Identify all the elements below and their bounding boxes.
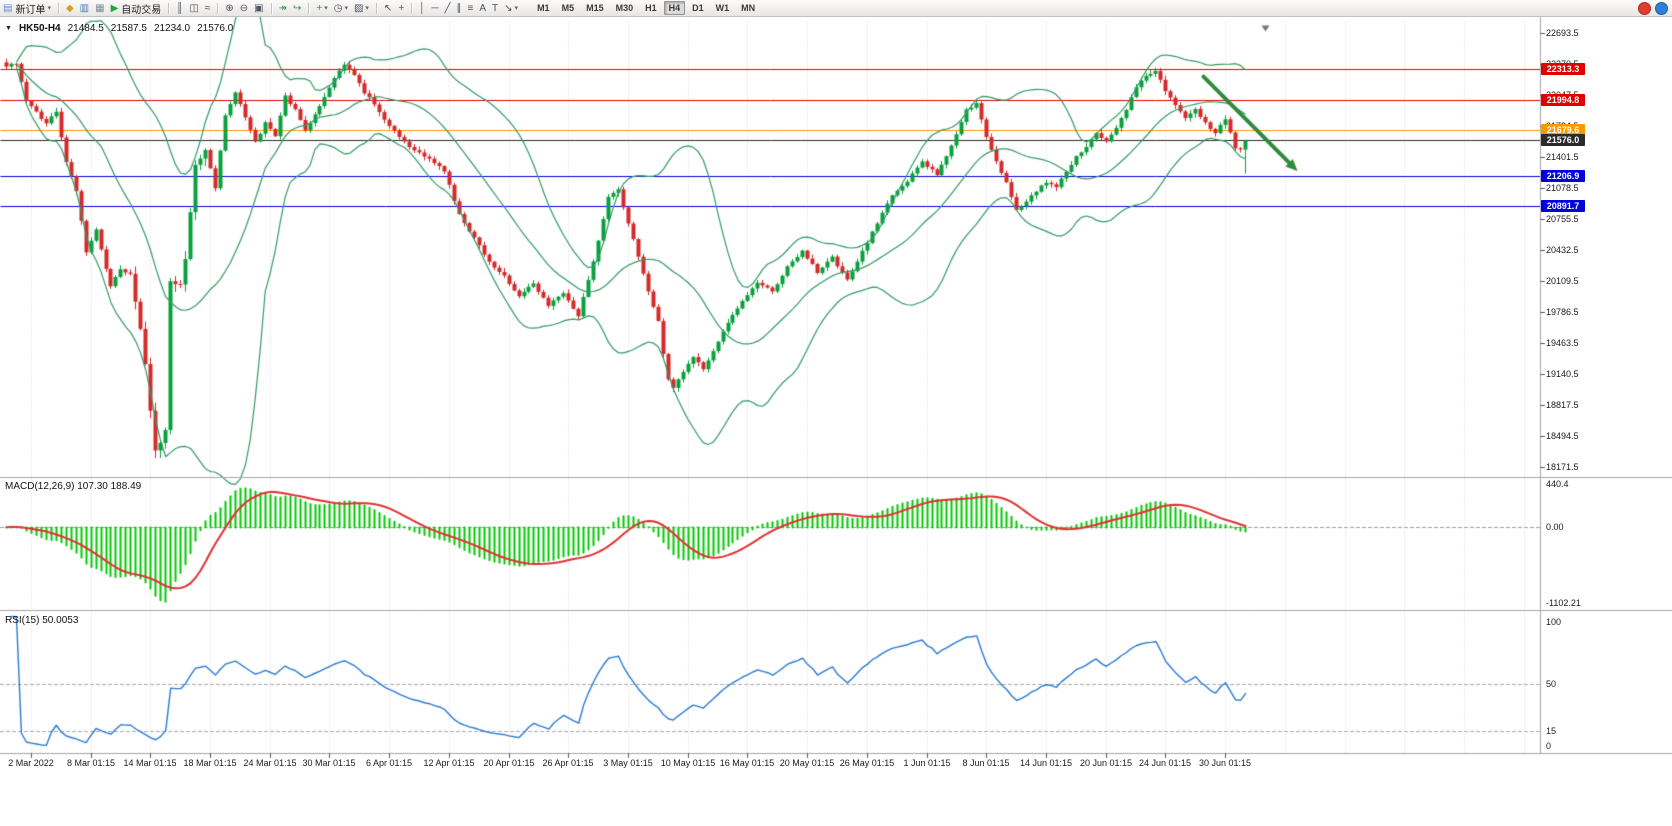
market-watch-icon: ▥ (79, 2, 90, 14)
auto-scroll-icon: ↠ (278, 2, 287, 14)
zoom-in-icon[interactable]: ⊕ (222, 1, 236, 16)
zoom-out-icon[interactable]: ⊖ (237, 1, 251, 16)
new-order-icon: ▤ (3, 2, 13, 14)
candlestick-chart-icon[interactable]: ◫ (186, 1, 201, 16)
vertical-line-icon[interactable]: │ (416, 1, 428, 16)
dropdown-caret-icon: ▾ (365, 5, 369, 12)
arrows-button: ↘ (504, 2, 513, 14)
new-order-label: 新订单 (15, 4, 46, 16)
community-badge-blue[interactable] (1655, 1, 1668, 15)
periods-button[interactable]: ◷ ▾ (331, 1, 351, 16)
high-value: 21587.5 (110, 23, 147, 34)
symbol-timeframe-label: HK50-H4 (18, 23, 61, 34)
chart-ohlc-header: ▼ HK50-H4 21484.5 21587.5 21234.0 21576.… (5, 23, 233, 34)
timeframe-toolbar: M1 M5 M15 M30 H1 H4 D1 W1 MN (531, 1, 761, 15)
horizontal-line-icon: ─ (431, 2, 439, 14)
toolbar-separator (168, 2, 170, 14)
charts-profile-icon[interactable]: ◆ (63, 1, 77, 16)
text-label-icon: T (492, 2, 499, 14)
tile-windows-icon: ▣ (254, 2, 264, 14)
equidistant-channel-icon: ∥ (456, 2, 462, 14)
zoom-out-icon: ⊖ (239, 2, 249, 14)
notification-badge-red[interactable] (1638, 1, 1651, 15)
auto-trading-label: 自动交易 (121, 4, 162, 16)
macd-indicator-label: MACD(12,26,9) 107.30 188.49 (5, 481, 142, 492)
timeframe-w1-button[interactable]: W1 (715, 3, 730, 13)
arrows-button[interactable]: ↘ ▾ (501, 1, 521, 16)
bar-chart-icon: ║ (176, 2, 184, 14)
toolbar-separator (57, 2, 59, 14)
trendline-icon: ╱ (444, 2, 451, 14)
toolbar-separator (375, 2, 377, 14)
indicators-button[interactable]: + ▾ (313, 1, 330, 16)
symbol-dropdown-icon[interactable]: ▼ (5, 25, 12, 32)
fibonacci-icon: ≡ (467, 2, 474, 14)
timeframe-mn-button[interactable]: MN (741, 3, 756, 13)
timeframe-m1-button[interactable]: M1 (537, 3, 550, 13)
data-window-icon: ▦ (95, 2, 105, 14)
auto-scroll-icon[interactable]: ↠ (276, 1, 290, 16)
toolbar: ▤ 新订单 ▾ ◆ ▥ ▦ ▶ 自动交易 ║ ◫ ≈ ⊕ ⊖ ▣ ↠ ↪ + ▾ ◷ ▾ ▨ ▾ ↖ + │ ─ ╱ ∥ ≡ A T ↘ ▾ M… (0, 0, 1672, 17)
toolbar-separator (308, 2, 310, 14)
line-chart-icon[interactable]: ≈ (202, 1, 214, 16)
tile-windows-icon[interactable]: ▣ (251, 1, 266, 16)
dropdown-caret-icon: ▾ (344, 5, 348, 12)
auto-trading-button[interactable]: ▶ 自动交易 (108, 1, 165, 16)
new-order-button[interactable]: ▤ 新订单 ▾ (0, 1, 54, 16)
dropdown-caret-icon: ▾ (324, 5, 328, 12)
toolbar-separator (217, 2, 219, 14)
toolbar-groups: ▤ 新订单 ▾ ◆ ▥ ▦ ▶ 自动交易 ║ ◫ ≈ ⊕ ⊖ ▣ ↠ ↪ + ▾ ◷ ▾ ▨ ▾ ↖ + │ ─ ╱ ∥ ≡ A T ↘ ▾ (0, 0, 521, 16)
open-value: 21484.5 (67, 23, 104, 34)
dropdown-caret-icon: ▾ (514, 5, 519, 12)
zoom-in-icon: ⊕ (225, 2, 234, 14)
vertical-line-icon: │ (419, 2, 426, 14)
rsi-indicator-label: RSI(15) 50.0053 (5, 615, 79, 626)
periods-button: ◷ (333, 2, 343, 14)
market-watch-icon[interactable]: ▥ (77, 1, 92, 16)
timeframe-m30-button[interactable]: M30 (615, 3, 634, 13)
low-value: 21234.0 (153, 23, 191, 34)
fibonacci-icon[interactable]: ≡ (465, 1, 477, 16)
templates-button[interactable]: ▨ ▾ (351, 1, 372, 16)
data-window-icon[interactable]: ▦ (92, 1, 107, 16)
equidistant-channel-icon[interactable]: ∥ (454, 1, 465, 16)
cursor-icon: ↖ (383, 2, 393, 14)
toolbar-separator (270, 2, 272, 14)
charts-profile-icon: ◆ (65, 2, 74, 14)
close-value: 21576.0 (197, 23, 234, 34)
auto-trading-icon: ▶ (110, 2, 119, 14)
timeframe-m15-button[interactable]: M15 (586, 3, 604, 13)
horizontal-line-icon[interactable]: ─ (428, 1, 441, 16)
timeframe-d1-button[interactable]: D1 (692, 3, 704, 13)
timeframe-m5-button[interactable]: M5 (561, 3, 575, 13)
line-chart-icon: ≈ (204, 2, 211, 14)
chart-shift-icon[interactable]: ↪ (290, 1, 304, 16)
trendline-icon[interactable]: ╱ (442, 1, 454, 16)
templates-button: ▨ (353, 2, 364, 14)
text-label-icon[interactable]: T (489, 1, 501, 16)
cursor-icon[interactable]: ↖ (381, 1, 395, 16)
indicators-button: + (316, 2, 323, 14)
crosshair-icon: + (398, 2, 405, 14)
crosshair-icon[interactable]: + (395, 1, 407, 16)
text-icon: A (479, 2, 487, 14)
price-chart-canvas[interactable] (0, 16, 1672, 826)
chart-shift-icon: ↪ (292, 2, 302, 14)
text-icon[interactable]: A (476, 1, 489, 16)
timeframe-h1-button[interactable]: H1 (645, 3, 657, 13)
toolbar-separator (411, 2, 413, 14)
dropdown-caret-icon: ▾ (47, 5, 51, 12)
timeframe-h4-button[interactable]: H4 (663, 1, 686, 15)
toolbar-badges (1634, 1, 1668, 15)
bar-chart-icon[interactable]: ║ (173, 1, 186, 16)
candlestick-chart-icon: ◫ (189, 2, 199, 14)
